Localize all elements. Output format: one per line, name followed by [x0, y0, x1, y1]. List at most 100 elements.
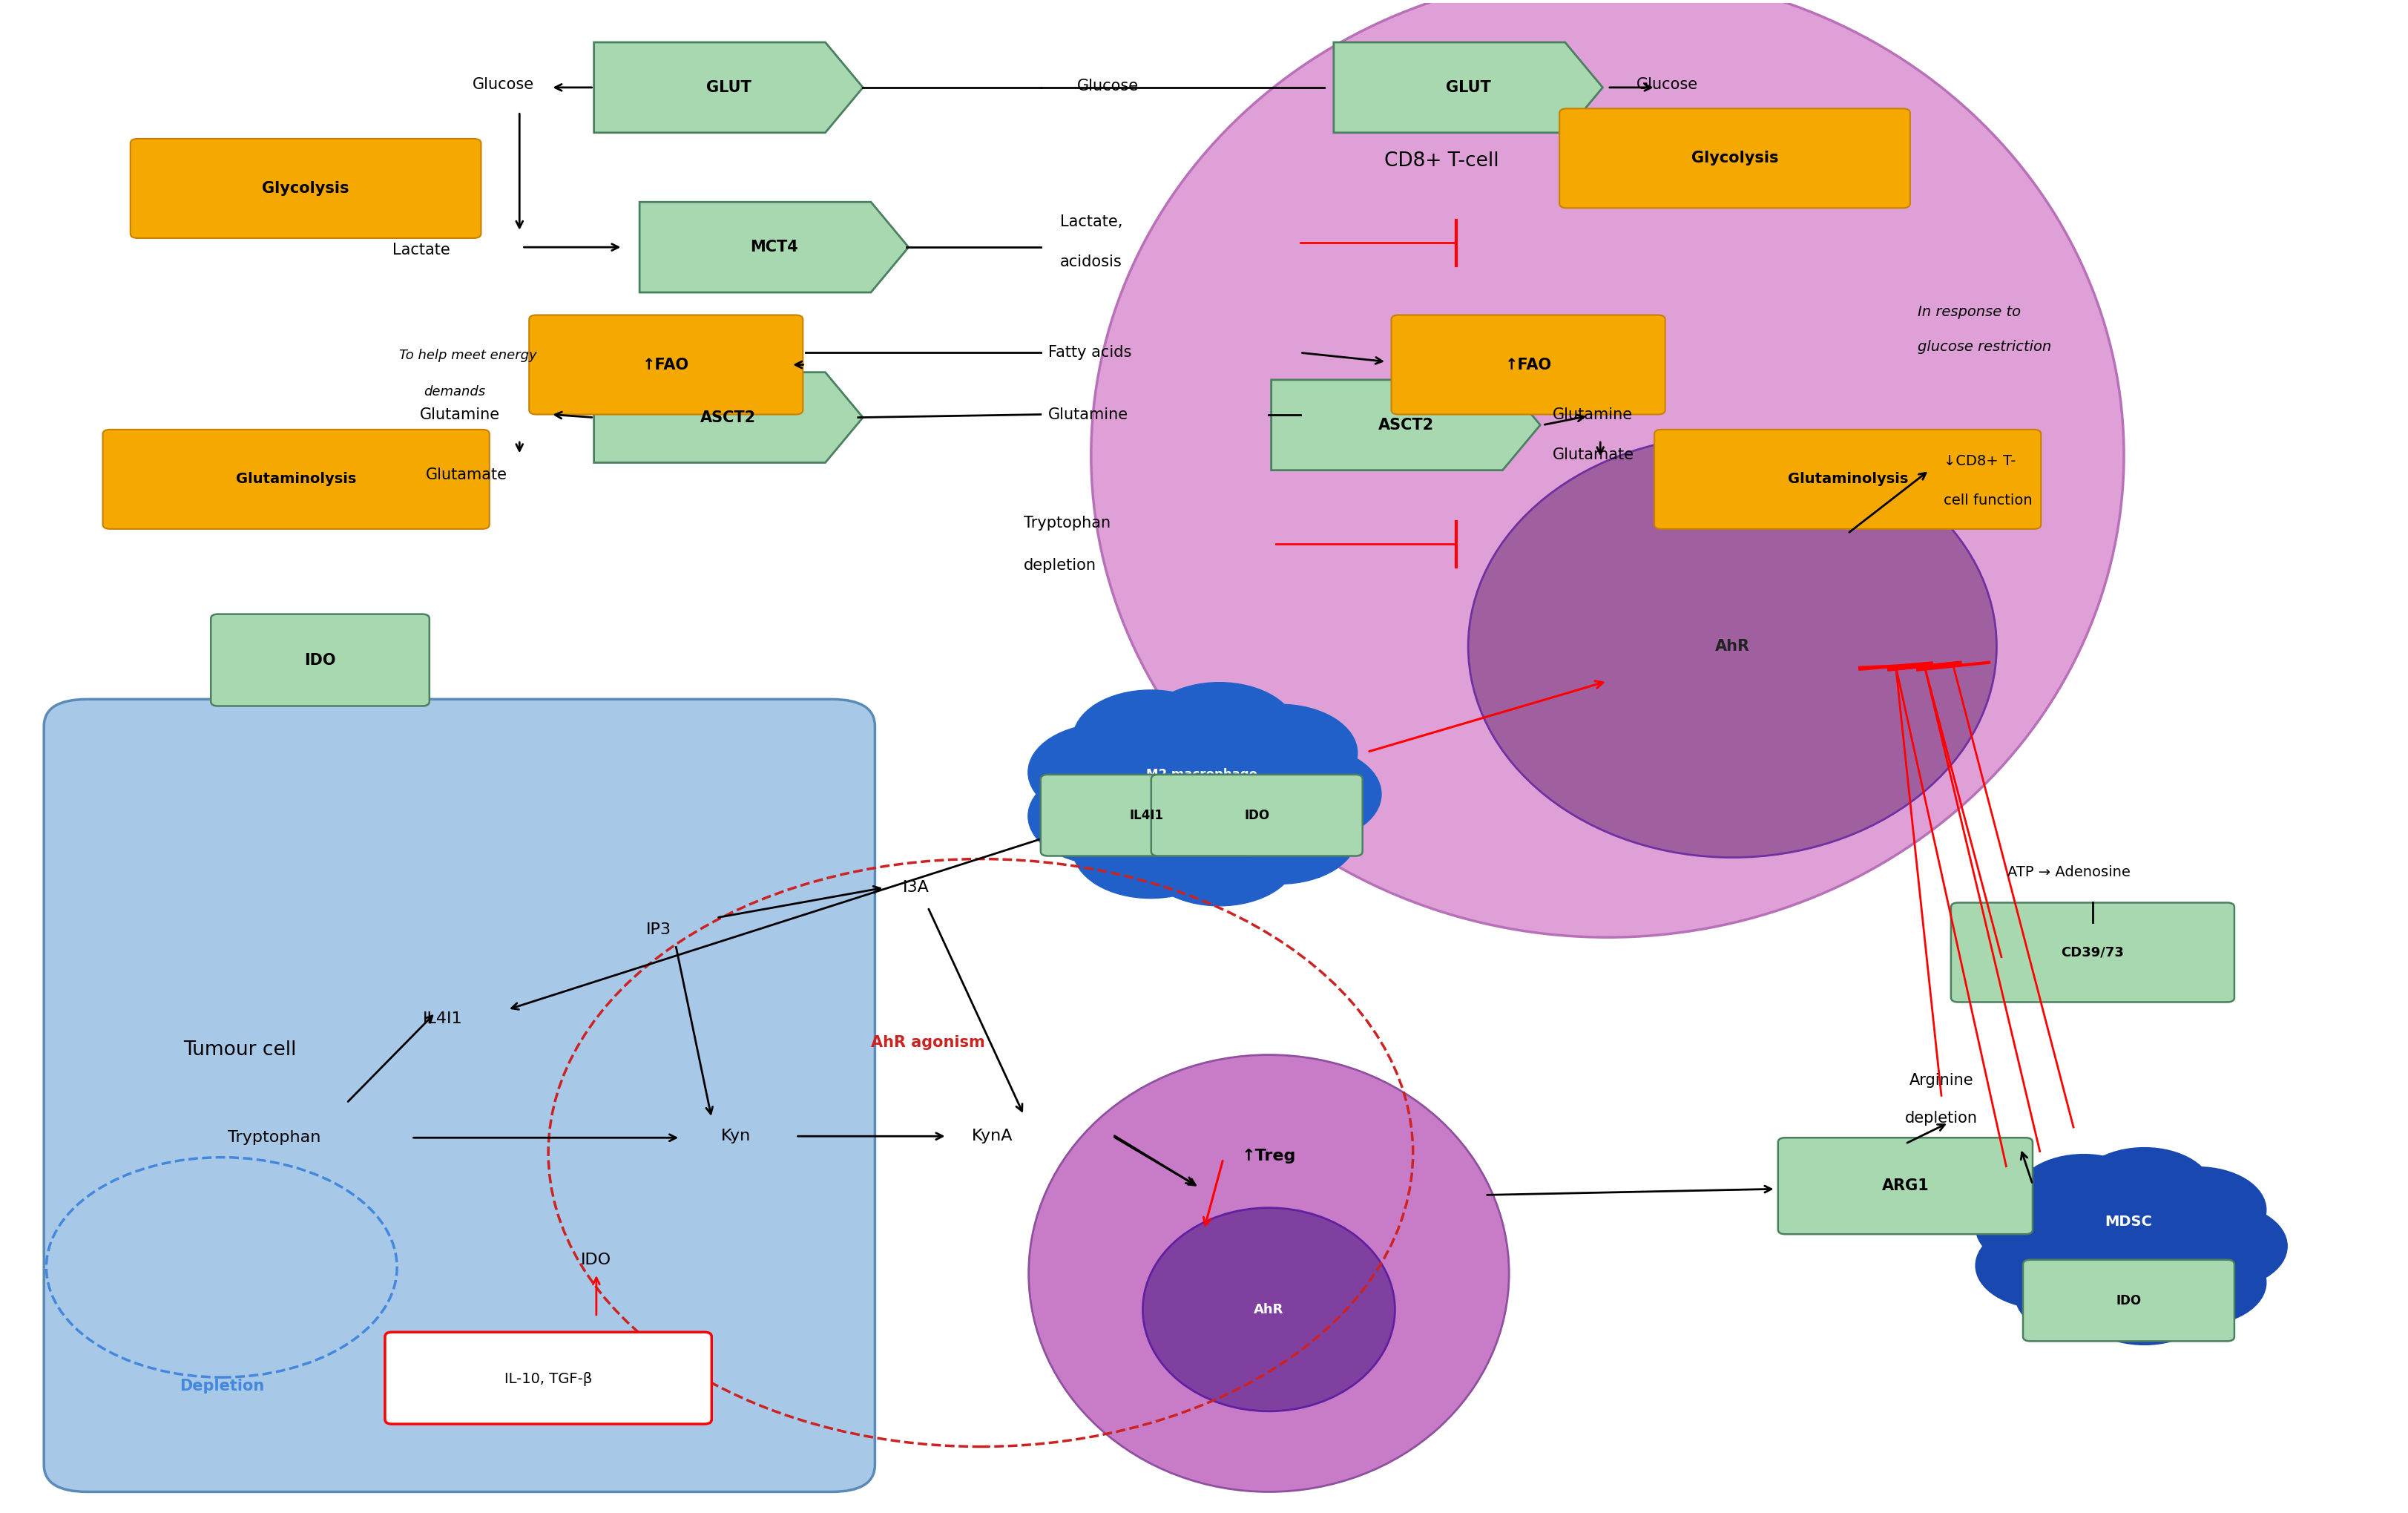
Text: Tryptophan: Tryptophan — [1023, 516, 1110, 531]
Circle shape — [1226, 746, 1382, 843]
Text: AhR: AhR — [1714, 638, 1751, 654]
FancyBboxPatch shape — [1392, 315, 1666, 415]
FancyBboxPatch shape — [1560, 109, 1910, 207]
Text: Glucose: Glucose — [472, 77, 535, 92]
Text: ARG1: ARG1 — [1881, 1179, 1929, 1194]
Circle shape — [2076, 1259, 2213, 1345]
Polygon shape — [595, 372, 862, 463]
Text: IL4I1: IL4I1 — [1129, 808, 1163, 822]
Text: Glutamine: Glutamine — [1553, 407, 1633, 422]
Text: Depletion: Depletion — [178, 1378, 265, 1393]
FancyBboxPatch shape — [1151, 775, 1363, 856]
FancyBboxPatch shape — [2023, 1260, 2235, 1341]
FancyBboxPatch shape — [104, 430, 489, 530]
Text: CD39/73: CD39/73 — [2061, 946, 2124, 959]
Text: AhR: AhR — [1255, 1303, 1283, 1316]
Text: Tryptophan: Tryptophan — [229, 1130, 320, 1145]
Text: ASCT2: ASCT2 — [701, 410, 756, 425]
Text: CD8+ T-cell: CD8+ T-cell — [1385, 151, 1498, 171]
Text: cell function: cell function — [1943, 493, 2032, 507]
Text: IDO: IDO — [2117, 1294, 2141, 1307]
Circle shape — [1202, 705, 1358, 802]
Text: ASCT2: ASCT2 — [1377, 418, 1433, 433]
Text: Lactate: Lactate — [393, 242, 450, 257]
Text: MDSC: MDSC — [2105, 1215, 2153, 1229]
Circle shape — [1028, 723, 1182, 822]
FancyBboxPatch shape — [130, 139, 482, 238]
Polygon shape — [1334, 42, 1604, 133]
Circle shape — [2129, 1167, 2266, 1253]
Text: Arginine: Arginine — [1910, 1073, 1975, 1088]
Circle shape — [1202, 787, 1358, 884]
Text: Glycolysis: Glycolysis — [1690, 151, 1780, 166]
Text: ↑FAO: ↑FAO — [643, 357, 689, 372]
Text: Glutaminolysis: Glutaminolysis — [236, 472, 356, 486]
FancyBboxPatch shape — [1777, 1138, 2032, 1235]
Text: MCT4: MCT4 — [749, 239, 797, 254]
Ellipse shape — [1144, 1207, 1394, 1412]
Text: Lactate,: Lactate, — [1060, 215, 1122, 228]
Text: Glutamine: Glutamine — [419, 407, 501, 422]
FancyBboxPatch shape — [1040, 775, 1252, 856]
FancyBboxPatch shape — [1654, 430, 2042, 530]
Text: IL-10, TGF-β: IL-10, TGF-β — [503, 1372, 592, 1386]
Circle shape — [1074, 800, 1228, 899]
Circle shape — [1074, 714, 1329, 873]
Text: glucose restriction: glucose restriction — [1917, 339, 2052, 354]
Text: ATP → Adenosine: ATP → Adenosine — [2008, 865, 2131, 879]
Circle shape — [2018, 1176, 2239, 1316]
Circle shape — [2015, 1253, 2153, 1337]
Text: In response to: In response to — [1917, 306, 2020, 319]
FancyBboxPatch shape — [530, 315, 802, 415]
Ellipse shape — [1091, 0, 2124, 938]
Text: IDO: IDO — [303, 652, 335, 667]
FancyBboxPatch shape — [385, 1331, 713, 1424]
Text: depletion: depletion — [1023, 558, 1096, 572]
Text: Glucose: Glucose — [1637, 77, 1698, 92]
Text: IP3: IP3 — [645, 923, 672, 937]
Text: M2 macrophage: M2 macrophage — [1146, 769, 1257, 781]
Ellipse shape — [1028, 1055, 1510, 1492]
Text: Glutaminolysis: Glutaminolysis — [1787, 472, 1907, 486]
Polygon shape — [641, 203, 908, 292]
Polygon shape — [1271, 380, 1541, 471]
Circle shape — [1141, 682, 1298, 779]
Text: KynA: KynA — [973, 1129, 1014, 1144]
FancyBboxPatch shape — [1950, 903, 2235, 1002]
Circle shape — [1141, 808, 1298, 906]
Text: Glutamine: Glutamine — [1047, 407, 1127, 422]
Ellipse shape — [1469, 436, 1996, 858]
Text: GLUT: GLUT — [1445, 80, 1491, 95]
Polygon shape — [595, 42, 862, 133]
Circle shape — [1028, 767, 1182, 865]
FancyBboxPatch shape — [212, 614, 429, 707]
Circle shape — [2129, 1239, 2266, 1325]
Text: AhR agonism: AhR agonism — [872, 1035, 985, 1050]
Text: To help meet energy: To help meet energy — [400, 350, 537, 363]
Text: acidosis: acidosis — [1060, 254, 1122, 269]
Circle shape — [1074, 690, 1228, 787]
Text: IL4I1: IL4I1 — [424, 1011, 462, 1026]
Text: demands: demands — [424, 386, 484, 398]
Text: I3A: I3A — [903, 881, 929, 896]
Text: ↓CD8+ T-: ↓CD8+ T- — [1943, 454, 2015, 468]
Text: depletion: depletion — [1905, 1111, 1977, 1126]
Circle shape — [2015, 1154, 2153, 1241]
Text: Tumour cell: Tumour cell — [183, 1041, 296, 1061]
Text: Glycolysis: Glycolysis — [262, 182, 349, 195]
Text: Kyn: Kyn — [720, 1129, 751, 1144]
Text: Glutamate: Glutamate — [426, 468, 508, 483]
Text: IDO: IDO — [1245, 808, 1269, 822]
Circle shape — [2076, 1148, 2213, 1233]
Text: GLUT: GLUT — [706, 80, 751, 95]
Text: ↑Treg: ↑Treg — [1243, 1148, 1296, 1163]
Circle shape — [2150, 1203, 2288, 1289]
Text: IDO: IDO — [580, 1253, 612, 1268]
Text: Glucose: Glucose — [1076, 79, 1139, 94]
Text: Glutamate: Glutamate — [1553, 448, 1635, 463]
Text: ↑FAO: ↑FAO — [1505, 357, 1551, 372]
Circle shape — [1975, 1185, 2112, 1269]
Text: Fatty acids: Fatty acids — [1047, 345, 1132, 360]
Circle shape — [1975, 1223, 2112, 1309]
FancyBboxPatch shape — [43, 699, 874, 1492]
